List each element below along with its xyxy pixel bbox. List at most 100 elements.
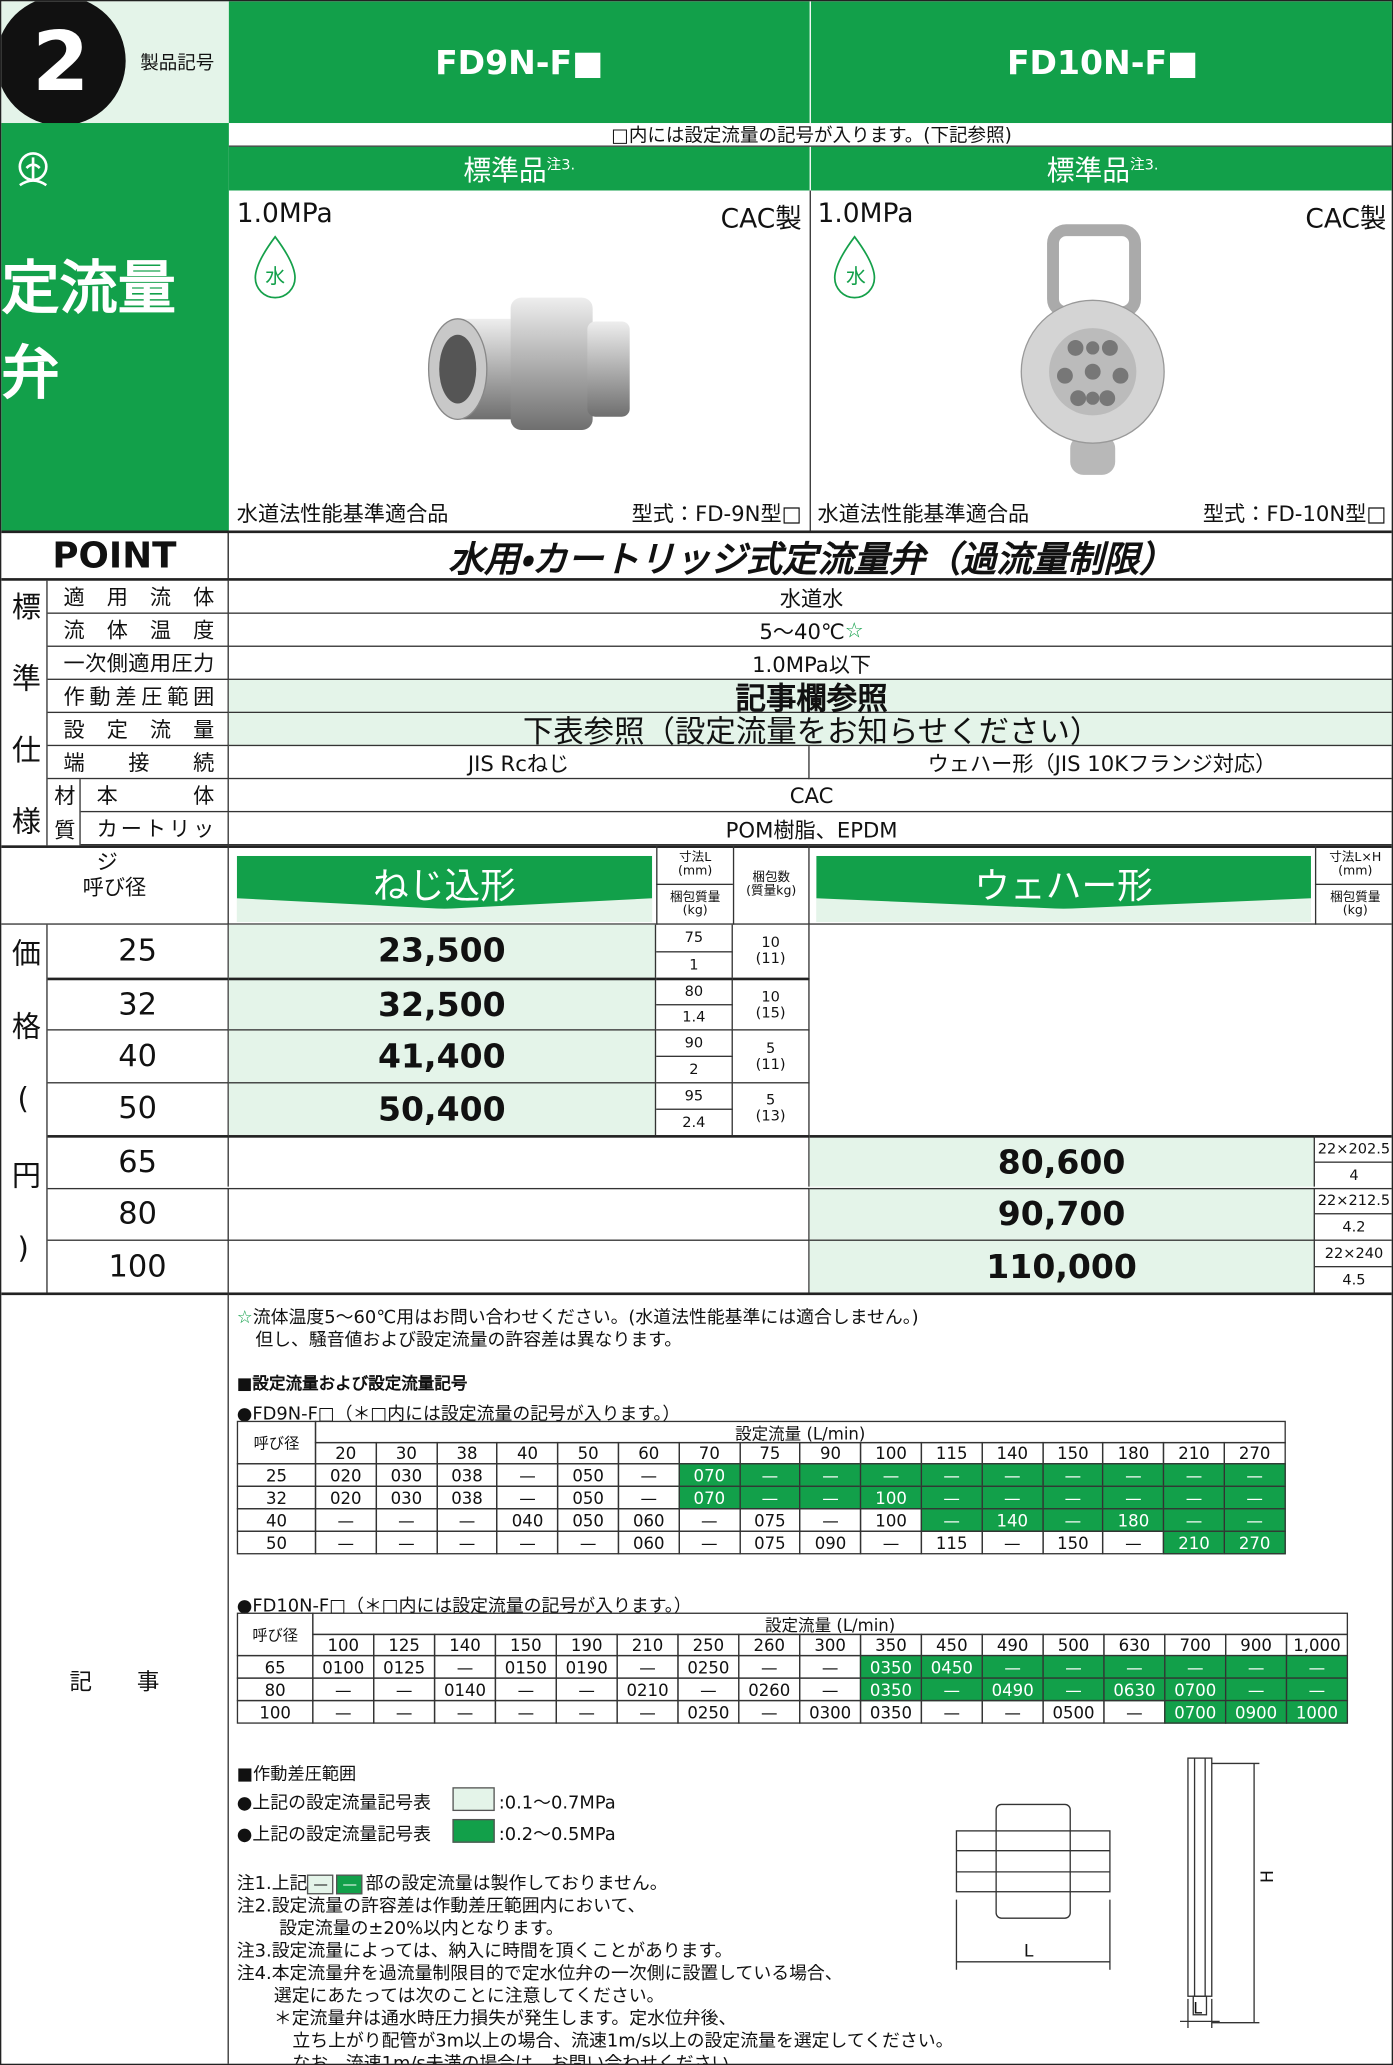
flow-code: 270: [1223, 1530, 1286, 1555]
swatch: [452, 1787, 495, 1812]
flow-code: —: [436, 1508, 498, 1532]
eco-icon: [18, 152, 48, 187]
flow-code: —: [1164, 1654, 1227, 1679]
grade: 標準品: [463, 154, 547, 186]
pressure: 1.0MPa: [236, 197, 333, 229]
flow-code: 0210: [616, 1677, 679, 1702]
spec-value: 水道水: [228, 581, 1392, 614]
flow-code: —: [494, 1677, 557, 1702]
flow: 38: [436, 1441, 498, 1465]
price-detail: 95: [656, 1082, 733, 1109]
flow-code: 070: [678, 1485, 741, 1510]
price-detail: 22×240: [1314, 1239, 1392, 1266]
flow-code: 0100: [312, 1654, 375, 1679]
spec-value: CAC: [228, 779, 1392, 813]
point-label: POINT: [1, 530, 229, 581]
flow-code: 100: [860, 1508, 923, 1532]
pack-weight: (11): [755, 949, 786, 967]
banner: ねじ込形: [236, 855, 653, 909]
spec-label: 作動差圧範囲: [47, 679, 229, 714]
shape: [1086, 341, 1100, 355]
flow-code: —: [1223, 1485, 1286, 1510]
spec-label: 端接続: [47, 746, 229, 780]
size: 32: [47, 977, 229, 1030]
spec-value-text: 水道水: [779, 586, 844, 612]
flow: 490: [981, 1633, 1044, 1657]
spec-value: ウェハー形（JIS 10Kフランジ対応）: [809, 746, 1392, 780]
spec-label: 本体: [80, 779, 229, 813]
fluid-icon-text: 水: [265, 263, 286, 288]
spec-value: 1.0MPa以下: [228, 647, 1392, 680]
shape: [1086, 391, 1100, 405]
flow-code: 060: [617, 1530, 680, 1555]
note-line: ●FD10N-F□（＊□内には設定流量の記号が入ります。）: [236, 1595, 692, 1617]
flow-code: —: [799, 1654, 862, 1679]
table-size: 32: [236, 1485, 317, 1510]
flow-code: —: [1042, 1654, 1105, 1679]
flow: 700: [1164, 1633, 1227, 1657]
price-detail: 4: [1314, 1161, 1392, 1187]
flow: 75: [738, 1441, 801, 1465]
flow: 150: [494, 1633, 557, 1657]
spec-value-text: 1.0MPa以下: [752, 652, 872, 678]
flow-code: —: [555, 1677, 618, 1702]
spec-value: 5〜40℃ ☆: [228, 614, 1392, 647]
grade: 標準品: [1046, 154, 1131, 186]
price-detail: 75: [656, 924, 733, 951]
flow-code: —: [1285, 1677, 1349, 1702]
flow-code: —: [1041, 1463, 1104, 1487]
size: 50: [47, 1082, 229, 1135]
pack: 10 (15): [732, 977, 810, 1030]
fluid-icon-text: 水: [845, 263, 866, 288]
flow: 125: [373, 1633, 436, 1657]
flow: 250: [677, 1633, 740, 1657]
table-size: 65: [236, 1654, 314, 1679]
flow-code: —: [1102, 1485, 1165, 1510]
table-size-header: 呼び径: [236, 1420, 317, 1465]
shape: [1056, 367, 1073, 384]
flow-code: —: [373, 1677, 436, 1702]
spec-mark: ☆: [844, 617, 864, 643]
flow-code: —: [1102, 1463, 1165, 1487]
flow: 140: [433, 1633, 497, 1657]
size: 25: [48, 924, 229, 978]
note-line: 選定にあたっては次のことに注意してください。: [273, 1985, 665, 2007]
banner: ウェハー形: [816, 855, 1311, 909]
flow-code: —: [496, 1485, 559, 1510]
flow-code: —: [373, 1699, 436, 1724]
shape: [1187, 1757, 1213, 1997]
flow: 350: [859, 1633, 923, 1657]
flow-code: 050: [557, 1485, 620, 1510]
shape: [995, 1803, 1071, 1919]
flow-code: —: [616, 1654, 679, 1679]
flow-code: 050: [557, 1463, 620, 1487]
compliance: 水道法性能基準適合品: [236, 501, 449, 527]
table-size: 40: [236, 1508, 317, 1532]
flow-code: 020: [314, 1485, 377, 1510]
flow-code: 0250: [677, 1699, 740, 1724]
pack-count: 5: [765, 1039, 776, 1057]
spec-label: 適用流体: [47, 580, 229, 614]
pack-count: 5: [765, 1091, 776, 1110]
flow-code: —: [1042, 1677, 1105, 1702]
flow-code: —: [617, 1463, 680, 1487]
flow-code: —: [375, 1508, 438, 1532]
shape: [254, 235, 296, 299]
price-detail: 4.5: [1314, 1266, 1392, 1292]
flow-code: 1000: [1285, 1699, 1349, 1724]
flow-code: 090: [799, 1530, 862, 1555]
spec-value-text: CAC: [789, 782, 834, 808]
flow-code: —: [1223, 1463, 1286, 1487]
note-line: ●上記の設定流量記号表: [236, 1824, 431, 1846]
note-line: ●FD9N-F□（＊□内には設定流量の記号が入ります。）: [236, 1403, 681, 1425]
flow: 190: [555, 1633, 618, 1657]
flow-code: —: [496, 1463, 559, 1487]
flow-code: —: [678, 1508, 741, 1532]
flow-code: —: [1041, 1485, 1104, 1510]
note-line: 但し、騒音値および設定流量の許容差は異なります。: [255, 1329, 683, 1351]
flow-code: —: [920, 1677, 983, 1702]
flow-code: —: [920, 1463, 983, 1487]
flow-code: —: [738, 1463, 801, 1487]
flow-code: —: [1163, 1485, 1225, 1510]
